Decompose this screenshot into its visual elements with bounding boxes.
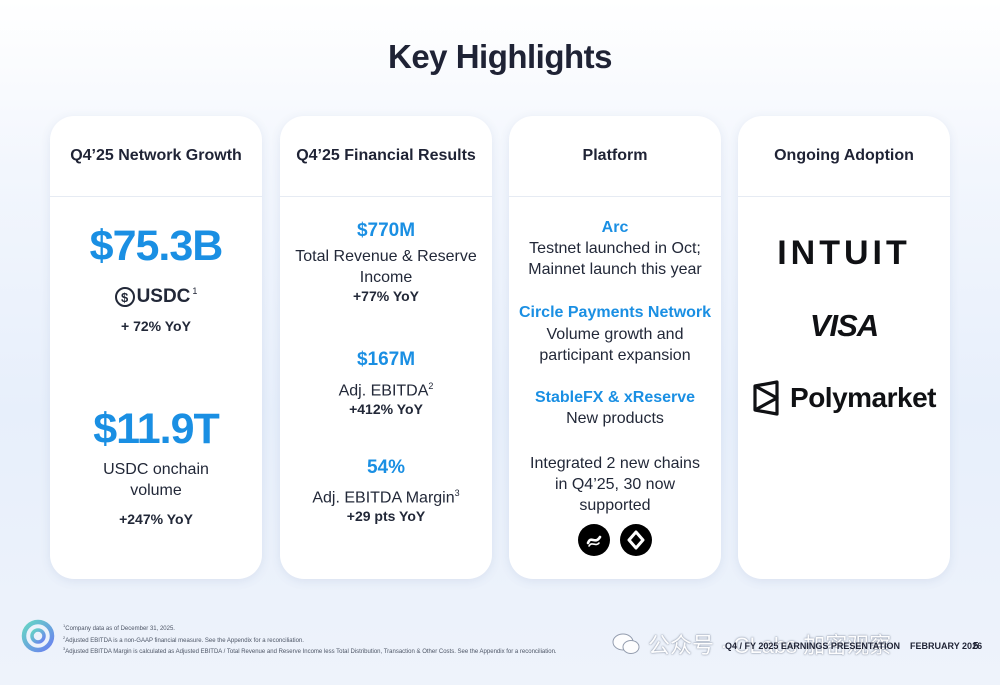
revenue-label: Total Revenue & Reserve Income — [295, 248, 477, 286]
card-header: Q4’25 Network Growth — [50, 116, 262, 197]
stablefx-title: StableFX & xReserve — [534, 389, 696, 406]
usdc-circulation-yoy: + 72% YoY — [121, 318, 191, 334]
ebitda-value: $167M — [356, 349, 416, 370]
stablefx-description: New products — [566, 410, 664, 427]
usdc-circulation-value: $75.3B — [89, 222, 224, 270]
polymarket-wordmark: Polymarket — [790, 382, 936, 413]
onchain-volume-yoy: +247% YoY — [119, 511, 193, 527]
revenue-yoy: +77% YoY — [352, 288, 420, 304]
page-number: 5 — [973, 641, 979, 652]
ongoing-adoption-card: Ongoing Adoption INTUIT VISA Polymarket — [738, 116, 950, 579]
chain-logo-diamond-icon — [620, 524, 652, 556]
ebitda-yoy: +412% YoY — [349, 401, 423, 417]
onchain-volume-value: $11.9T — [93, 405, 220, 453]
footnote-ref: 1 — [192, 286, 198, 296]
footer-meta: Q4 / FY 2025 EARNINGS PRESENTATION FEBRU… — [725, 641, 982, 651]
footnote-ref: 3 — [454, 488, 460, 498]
chain-logo-wave-icon — [578, 524, 610, 556]
card-header: Ongoing Adoption — [738, 116, 950, 197]
footnote-3: 3Adjusted EBITDA Margin is calculated as… — [63, 646, 557, 655]
visa-logo: VISA — [809, 308, 879, 343]
presentation-date: FEBRUARY 2026 — [910, 641, 983, 651]
card-header: Q4’25 Financial Results — [280, 116, 492, 197]
footnote-ref: 2 — [428, 381, 434, 391]
usdc-coin-icon: $ — [114, 287, 135, 307]
page-title: Key Highlights — [387, 38, 613, 75]
chain-logos — [509, 524, 721, 556]
intuit-logo: INTUIT — [777, 234, 911, 272]
financial-results-card: Q4’25 Financial Results $770M Total Reve… — [280, 116, 492, 579]
cpn-title: Circle Payments Network — [518, 304, 712, 321]
ebitda-label: Adj. EBITDA2 — [338, 381, 434, 400]
platform-card: Platform Arc Testnet launched in Oct; Ma… — [509, 116, 721, 579]
ebitda-margin-yoy: +29 pts YoY — [346, 508, 426, 524]
footnote-1: 1Company data as of December 31, 2025. — [63, 623, 175, 632]
usdc-label: USDC — [136, 286, 191, 307]
cpn-description: Volume growth and participant expansion — [539, 326, 691, 364]
wechat-icon — [612, 633, 640, 654]
revenue-value: $770M — [356, 220, 416, 241]
watermark: 公众号 · CLabs 加密观察 — [612, 628, 891, 660]
arc-description: Testnet launched in Oct; Mainnet launch … — [528, 240, 702, 278]
arc-title: Arc — [601, 219, 629, 236]
card-header: Platform — [509, 116, 721, 197]
presentation-name: Q4 / FY 2025 EARNINGS PRESENTATION — [725, 641, 901, 651]
onchain-volume-label: USDC onchain volume — [103, 461, 209, 499]
polymarket-mark-icon — [753, 380, 779, 416]
usdc-brand: $ USDC 1 — [50, 286, 262, 308]
footnote-2: 2Adjusted EBITDA is a non-GAAP financial… — [63, 634, 304, 644]
chains-description: Integrated 2 new chains in Q4’25, 30 now… — [530, 455, 700, 514]
ebitda-margin-value: 54% — [366, 457, 406, 478]
footnotes: 1Company data as of December 31, 2025. 2… — [63, 622, 557, 657]
network-growth-card: Q4’25 Network Growth $75.3B $ USDC 1 + 7… — [50, 116, 262, 579]
circle-logo-icon — [20, 616, 56, 661]
ebitda-margin-label: Adj. EBITDA Margin3 — [312, 488, 460, 507]
polymarket-logo: Polymarket — [738, 380, 950, 416]
